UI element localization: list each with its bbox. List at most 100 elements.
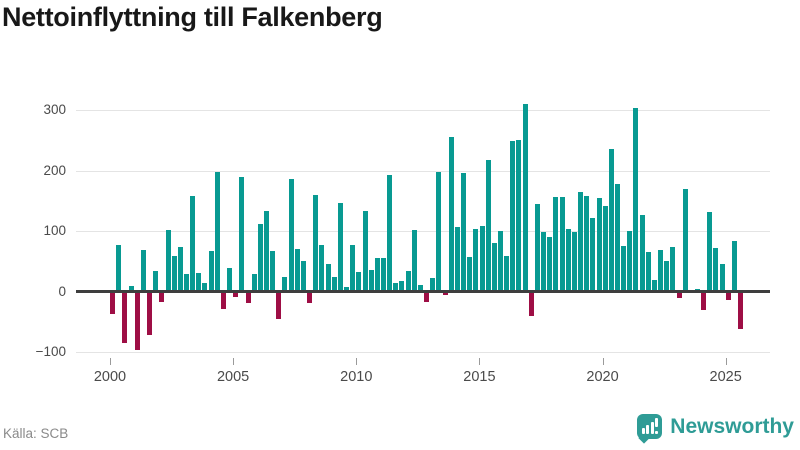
bar-2019-q4 xyxy=(596,198,602,292)
gridline-300 xyxy=(76,109,770,111)
bar-2018-q2 xyxy=(559,197,565,292)
bar-2011-q3 xyxy=(393,282,399,292)
bar-2003-q4 xyxy=(202,283,208,292)
bar-2021-q2 xyxy=(633,107,639,292)
newsworthy-logo-icon xyxy=(637,414,663,444)
bar-2012-q2 xyxy=(411,229,417,292)
bar-2012-q4 xyxy=(424,291,430,302)
bar-2004-q1 xyxy=(208,250,214,292)
bar-2015-q2 xyxy=(485,159,491,292)
bar-2010-q3 xyxy=(368,269,374,292)
bar-2015-q3 xyxy=(491,242,497,292)
logo-exclamation-dot xyxy=(655,431,659,434)
bar-2023-q1 xyxy=(676,291,682,299)
source-note: Källa: SCB xyxy=(3,426,69,441)
x-tick-mark xyxy=(725,358,727,365)
bar-2024-q4 xyxy=(719,263,725,292)
x-tick-mark xyxy=(356,358,358,365)
bar-2002-q4 xyxy=(177,247,183,292)
bar-2009-q3 xyxy=(344,287,350,292)
bar-2016-q2 xyxy=(510,140,516,292)
bar-2007-q2 xyxy=(288,179,294,292)
bar-2020-q3 xyxy=(614,184,620,292)
bar-2006-q2 xyxy=(264,210,270,292)
x-tick-label: 2020 xyxy=(586,369,619,385)
bar-2005-q2 xyxy=(239,176,245,292)
logo-bar-3 xyxy=(650,422,654,434)
y-tick-label: 100 xyxy=(43,223,66,239)
bar-2008-q3 xyxy=(319,245,325,292)
bar-2024-q3 xyxy=(713,248,719,292)
bar-2013-q3 xyxy=(442,291,448,295)
bar-2000-q1 xyxy=(110,291,116,315)
bar-2005-q1 xyxy=(233,291,239,297)
bar-2000-q4 xyxy=(128,285,134,292)
bar-2017-q2 xyxy=(534,204,540,292)
bar-2007-q3 xyxy=(294,249,300,292)
bar-2003-q2 xyxy=(190,195,196,292)
bar-2025-q3 xyxy=(738,291,744,329)
bar-2009-q1 xyxy=(331,276,337,292)
bar-2001-q4 xyxy=(153,271,159,292)
chart-title: Nettoinflyttning till Falkenberg xyxy=(2,2,383,32)
bar-2024-q1 xyxy=(701,291,707,310)
bar-2015-q1 xyxy=(479,225,485,292)
bar-2008-q1 xyxy=(307,291,313,304)
bar-2014-q4 xyxy=(473,229,479,292)
bar-2007-q4 xyxy=(300,261,306,292)
bar-2021-q4 xyxy=(645,251,651,292)
bar-2009-q4 xyxy=(350,245,356,292)
bar-2017-q1 xyxy=(528,291,534,316)
bar-2011-q1 xyxy=(381,257,386,292)
bar-2020-q1 xyxy=(602,206,608,292)
zero-line xyxy=(76,290,770,294)
x-tick-label: 2015 xyxy=(463,369,496,385)
bar-2002-q2 xyxy=(165,229,171,292)
x-tick-label: 2010 xyxy=(340,369,373,385)
bar-2020-q4 xyxy=(621,245,627,292)
bar-2001-q3 xyxy=(147,291,153,335)
logo-exclamation-stroke xyxy=(655,418,659,427)
bar-2019-q1 xyxy=(578,192,584,292)
bar-2005-q4 xyxy=(251,274,257,292)
bar-2022-q1 xyxy=(651,280,657,292)
bar-2022-q3 xyxy=(664,261,670,292)
bar-2016-q4 xyxy=(522,103,528,292)
bar-2006-q1 xyxy=(257,224,263,292)
bar-2000-q2 xyxy=(116,245,122,292)
bar-2010-q4 xyxy=(374,257,380,292)
bar-2012-q3 xyxy=(417,285,423,292)
bar-2018-q1 xyxy=(553,197,559,292)
x-tick-label: 2005 xyxy=(216,369,250,385)
bar-2001-q2 xyxy=(140,249,146,292)
bar-2003-q1 xyxy=(183,274,189,292)
bar-2017-q3 xyxy=(541,232,547,292)
brand-lockup: Newsworthy xyxy=(637,414,794,444)
bar-2017-q4 xyxy=(547,236,553,292)
bar-2016-q1 xyxy=(504,255,510,292)
bar-2008-q4 xyxy=(325,264,331,292)
x-tick-label: 2000 xyxy=(93,369,127,385)
bar-2019-q3 xyxy=(590,218,596,292)
x-tick-mark xyxy=(479,358,481,365)
bar-2022-q4 xyxy=(670,247,676,292)
bar-2006-q4 xyxy=(276,291,282,319)
bar-2009-q2 xyxy=(337,202,343,292)
bar-2005-q3 xyxy=(245,291,251,304)
bar-2013-q4 xyxy=(448,137,454,292)
bar-2000-q3 xyxy=(122,291,128,343)
bar-2020-q2 xyxy=(608,149,614,292)
y-tick-label: −100 xyxy=(35,344,66,360)
bar-2025-q2 xyxy=(731,240,737,292)
bar-2025-q1 xyxy=(725,291,731,301)
gridline-200 xyxy=(76,170,770,172)
bar-2004-q3 xyxy=(220,291,226,310)
bar-2004-q2 xyxy=(214,172,220,292)
bar-2024-q2 xyxy=(707,212,713,292)
bar-2014-q3 xyxy=(467,257,473,292)
gridline-100 xyxy=(76,231,770,233)
x-tick-label: 2025 xyxy=(709,369,742,385)
bar-2013-q1 xyxy=(430,277,436,292)
